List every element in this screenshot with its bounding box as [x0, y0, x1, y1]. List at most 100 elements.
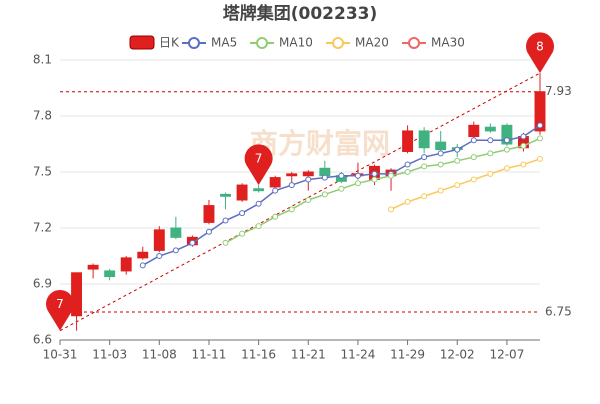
x-tick-label: 10-31: [43, 348, 78, 362]
candle-body: [87, 264, 99, 270]
ma-point: [255, 200, 262, 207]
ma-point: [288, 206, 295, 213]
legend-label: MA10: [279, 36, 313, 50]
candle-body: [220, 193, 231, 197]
ma-point: [222, 239, 229, 246]
legend-swatch: [129, 35, 155, 50]
x-tick-label: 12-02: [440, 348, 475, 362]
x-tick-label: 11-08: [142, 348, 177, 362]
candle-body: [484, 126, 496, 132]
ma-point: [255, 223, 262, 230]
y-tick-label: 7.2: [33, 221, 52, 235]
candle-body: [71, 272, 83, 317]
ma-point: [537, 155, 543, 162]
ma-point: [239, 230, 246, 237]
candle-body: [236, 184, 248, 201]
pin-label: 7: [255, 152, 263, 166]
ma-point: [437, 161, 444, 168]
candle-body: [153, 229, 165, 251]
ma-point: [404, 161, 411, 168]
mark-line-label: 6.75: [545, 305, 572, 319]
ma-point: [470, 154, 477, 161]
x-tick-label: 11-29: [390, 348, 425, 362]
x-tick-label: 11-16: [241, 348, 276, 362]
ma-point: [388, 172, 395, 179]
ma-point: [288, 182, 295, 189]
ma-point: [239, 210, 246, 217]
legend-label: MA20: [355, 36, 389, 50]
x-tick-label: 12-07: [489, 348, 524, 362]
ma-point: [537, 135, 543, 142]
ma-line: [390, 158, 541, 211]
ma-point: [272, 213, 279, 220]
ma-point: [470, 137, 477, 144]
ma-point: [305, 197, 312, 203]
ma-point: [503, 165, 510, 172]
ma-point: [272, 187, 279, 194]
ma-point: [172, 247, 179, 254]
ma-point: [354, 172, 361, 179]
candle-body: [104, 270, 116, 278]
ma-point: [454, 157, 461, 164]
legend-label: 日K: [159, 36, 180, 50]
candle-body: [534, 91, 546, 132]
pin: [45, 289, 74, 331]
candle-body: [253, 188, 265, 192]
ma-point: [354, 180, 361, 187]
y-tick-label: 6.9: [33, 277, 52, 291]
watermark: 商方财富网: [250, 127, 390, 160]
chart-title: 塔牌集团(002233): [223, 3, 378, 24]
ma-point: [222, 217, 229, 224]
y-tick-label: 6.6: [33, 333, 52, 347]
x-tick-label: 11-11: [192, 348, 227, 362]
ma-point: [205, 228, 212, 235]
ma-point: [404, 169, 411, 175]
ma-point: [470, 176, 477, 183]
ma-point: [520, 161, 527, 168]
ma-point: [454, 146, 461, 153]
legend-label: MA5: [211, 36, 237, 50]
ma-point: [338, 185, 345, 192]
legend-swatch: [256, 37, 268, 49]
candle-body: [501, 124, 513, 145]
ma-point: [338, 172, 345, 179]
ma-point: [437, 187, 444, 194]
candle-body: [302, 171, 314, 177]
candle-body: [435, 141, 447, 151]
ma-point: [156, 253, 163, 259]
ma-point: [487, 137, 494, 144]
candle-body: [402, 130, 414, 152]
ma-point: [503, 137, 510, 144]
y-tick-label: 7.8: [33, 109, 52, 123]
ma-point: [454, 182, 461, 189]
candle-body: [137, 251, 149, 259]
pin: [526, 32, 554, 74]
ma-point: [321, 191, 328, 198]
ma-point: [305, 176, 312, 183]
y-tick-label: 7.5: [33, 165, 52, 179]
ma-point: [404, 198, 411, 205]
candle-body: [468, 124, 480, 138]
legend-swatch: [408, 37, 420, 49]
x-tick-label: 11-03: [92, 348, 127, 362]
candle-body: [170, 227, 182, 238]
candle-body: [120, 257, 132, 272]
pin-label: 7: [56, 297, 64, 311]
candle-body: [269, 177, 281, 188]
ma-point: [321, 174, 328, 181]
ma-point: [371, 176, 378, 183]
x-tick-label: 11-21: [291, 348, 326, 362]
y-tick-label: 8.1: [33, 53, 52, 67]
pin-label: 8: [536, 40, 544, 54]
candle-body: [203, 205, 215, 223]
mark-line-label: 7.93: [545, 84, 572, 98]
ma-point: [520, 142, 527, 149]
ma-point: [421, 154, 428, 161]
ma-point: [421, 193, 428, 200]
candle-body: [418, 130, 430, 149]
legend-swatch: [332, 37, 344, 49]
pin: [244, 144, 273, 186]
ma-point: [139, 262, 146, 269]
ma-point: [421, 163, 428, 170]
